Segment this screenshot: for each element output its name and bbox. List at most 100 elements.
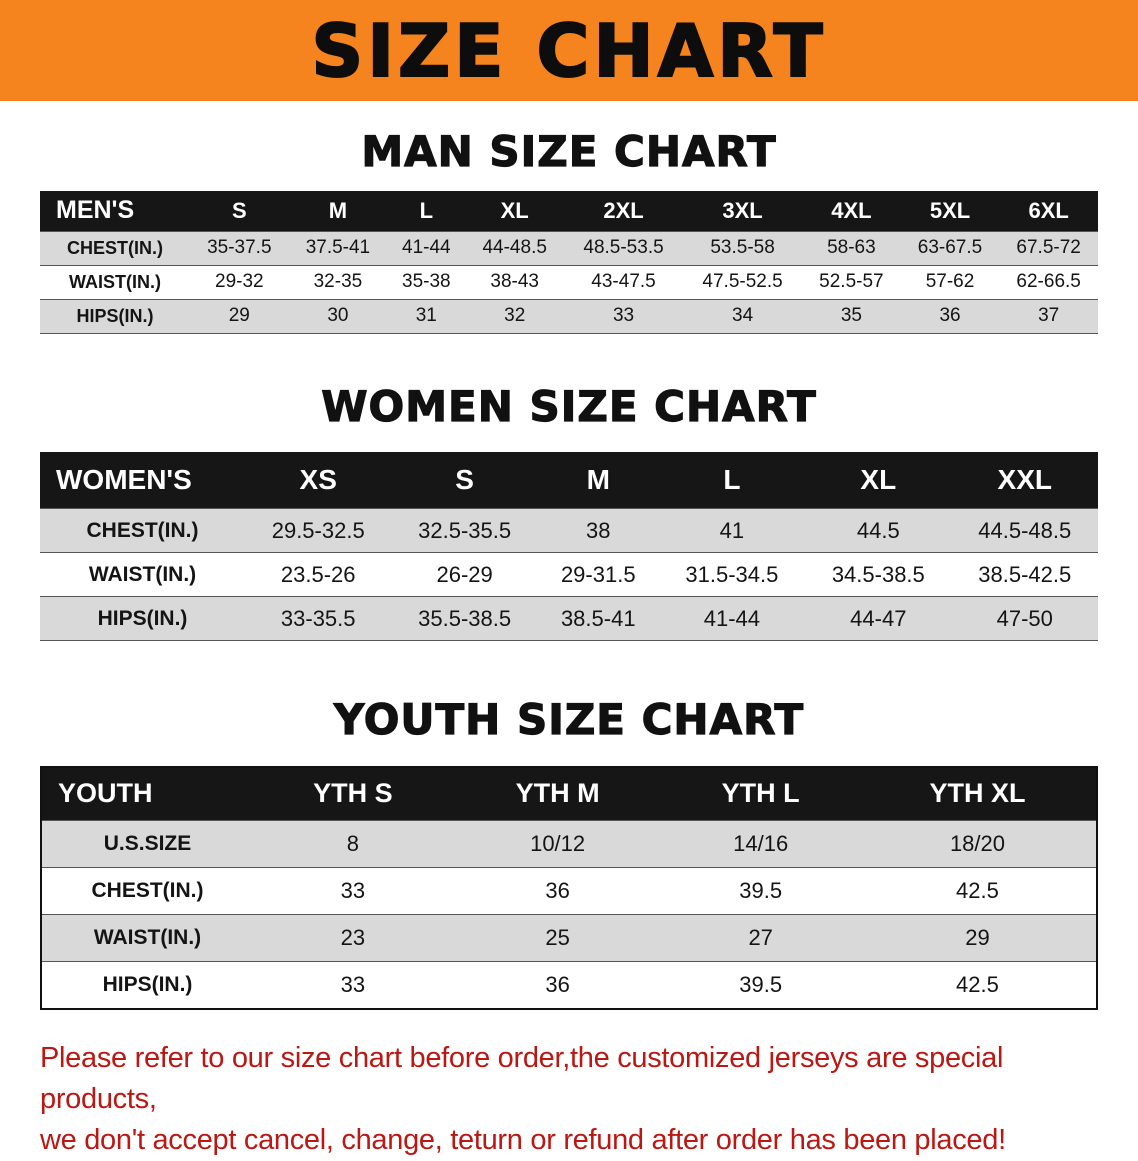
size-cell: 31.5-34.5 <box>685 561 779 587</box>
size-cell: 29 <box>965 925 990 951</box>
size-cell: 29-31.5 <box>560 561 636 587</box>
size-cell: 27 <box>748 925 773 951</box>
row-label: WAIST(IN.) <box>69 271 161 292</box>
size-cell: 31 <box>415 305 437 327</box>
women-size-table: WOMEN'S XS S M L XL XXL CHEST(IN.) 29.5-32.5 32.5… <box>40 451 1098 642</box>
row-label: HIPS(IN.) <box>102 972 193 996</box>
size-cell: 35-38 <box>402 271 451 293</box>
table-row: CHEST(IN.) 33 36 39.5 42.5 <box>41 868 1097 915</box>
size-cell: 36 <box>545 878 570 904</box>
size-cell: 42.5 <box>956 878 999 904</box>
table-corner-label: MEN'S <box>40 191 190 232</box>
column-header: YTH S <box>253 766 453 821</box>
size-cell: 38 <box>586 517 611 543</box>
row-label: CHEST(IN.) <box>91 879 204 903</box>
row-label: WAIST(IN.) <box>88 562 197 586</box>
column-header: L <box>658 451 806 509</box>
size-cell: 36 <box>545 971 570 997</box>
column-header: S <box>190 191 289 232</box>
size-cell: 43-47.5 <box>591 271 656 293</box>
size-cell: 38.5-41 <box>560 605 636 631</box>
youth-section-heading: YOUTH SIZE CHART <box>333 695 805 745</box>
size-cell: 39.5 <box>739 878 783 904</box>
size-cell: 23 <box>340 925 366 951</box>
size-cell: 63-67.5 <box>917 237 983 259</box>
size-cell: 32-35 <box>313 271 363 293</box>
disclaimer-line: Please refer to our size chart before or… <box>40 1041 1004 1115</box>
size-cell: 53.5-58 <box>710 237 775 259</box>
banner-title: SIZE CHART <box>310 8 827 93</box>
size-cell: 18/20 <box>949 831 1005 857</box>
column-header: YTH L <box>662 766 859 821</box>
table-row: WAIST(IN.) 29-32 32-35 35-38 38-43 43-47.5 47.… <box>40 265 1098 300</box>
size-cell: 32 <box>504 305 526 327</box>
column-header: YTH XL <box>858 766 1097 821</box>
column-header: L <box>387 191 466 232</box>
size-cell: 29.5-32.5 <box>271 517 365 543</box>
column-header: XL <box>465 191 564 232</box>
size-cell: 41 <box>719 517 745 543</box>
size-cell: 34.5-38.5 <box>831 561 925 587</box>
row-label: CHEST(IN.) <box>86 518 199 542</box>
disclaimer: Please refer to our size chart before or… <box>40 1038 1098 1161</box>
column-header: 4XL <box>802 191 901 232</box>
table-header-row: MEN'S S M L XL 2XL 3XL 4XL 5XL 6XL <box>40 191 1098 232</box>
size-cell: 35.5-38.5 <box>418 605 512 631</box>
column-header: YTH M <box>452 766 663 821</box>
size-cell: 38-43 <box>490 271 539 293</box>
column-header: 2XL <box>564 191 684 232</box>
size-cell: 57-62 <box>925 271 975 293</box>
women-section-heading: WOMEN SIZE CHART <box>321 381 817 431</box>
youth-size-table: YOUTH YTH S YTH M YTH L YTH XL U.S.SIZE 8 10/12… <box>40 765 1098 1010</box>
size-cell: 33 <box>612 305 635 327</box>
column-header: 3XL <box>683 191 803 232</box>
row-label: U.S.SIZE <box>103 832 192 856</box>
size-cell: 41-44 <box>703 605 761 631</box>
row-label: CHEST(IN.) <box>67 237 163 258</box>
size-cell: 23.5-26 <box>280 561 356 587</box>
table-row: HIPS(IN.) 29 30 31 32 33 34 35 36 37 <box>40 299 1098 334</box>
size-cell: 30 <box>327 305 349 327</box>
column-header: 5XL <box>900 191 1000 232</box>
size-cell: 29 <box>228 305 250 327</box>
table-header-row: YOUTH YTH S YTH M YTH L YTH XL <box>41 766 1097 821</box>
size-cell: 47.5-52.5 <box>702 271 783 293</box>
man-section-heading: MAN SIZE CHART <box>361 127 777 176</box>
table-header-row: WOMEN'S XS S M L XL XXL <box>40 451 1098 509</box>
size-cell: 36 <box>939 305 961 327</box>
size-cell: 26-29 <box>436 561 493 587</box>
size-cell: 14/16 <box>733 831 789 857</box>
column-header: XXL <box>951 451 1098 509</box>
size-cell: 41-44 <box>402 237 451 259</box>
size-cell: 47-50 <box>996 605 1053 631</box>
table-row: CHEST(IN.) 35-37.5 37.5-41 41-44 44-48.5 48.5… <box>40 231 1098 266</box>
size-cell: 39.5 <box>739 971 783 997</box>
size-chart-banner: SIZE CHART <box>0 0 1138 101</box>
table-row: WAIST(IN.) 23.5-26 26-29 29-31.5 31.5-34.5 34… <box>40 553 1098 597</box>
size-cell: 67.5-72 <box>1016 237 1081 259</box>
column-header: M <box>288 191 388 232</box>
size-cell: 42.5 <box>956 971 999 997</box>
size-cell: 37 <box>1038 305 1060 327</box>
size-cell: 33-35.5 <box>280 605 356 631</box>
row-label: HIPS(IN.) <box>97 606 188 630</box>
table-row: HIPS(IN.) 33-35.5 35.5-38.5 38.5-41 41-44 44-… <box>40 596 1098 641</box>
column-header: 6XL <box>999 191 1098 232</box>
disclaimer-line: we don't accept cancel, change, teturn o… <box>40 1123 1006 1156</box>
size-cell: 8 <box>346 831 360 857</box>
size-cell: 44.5 <box>856 517 900 543</box>
size-cell: 35-37.5 <box>207 237 272 259</box>
table-corner-label: WOMEN'S <box>40 451 245 509</box>
size-cell: 48.5-53.5 <box>583 237 664 259</box>
size-cell: 38.5-42.5 <box>978 561 1072 587</box>
table-row: U.S.SIZE 8 10/12 14/16 18/20 <box>41 820 1097 868</box>
size-cell: 35 <box>840 305 862 327</box>
size-cell: 52.5-57 <box>819 271 884 293</box>
size-cell: 44-48.5 <box>482 237 547 259</box>
row-label: HIPS(IN.) <box>76 305 154 326</box>
men-size-table: MEN'S S M L XL 2XL 3XL 4XL 5XL 6XL CHEST(IN.) 35-37… <box>40 191 1098 334</box>
size-cell: 34 <box>732 305 754 327</box>
size-cell: 33 <box>340 878 366 904</box>
column-header: M <box>537 451 659 509</box>
table-row: WAIST(IN.) 23 25 27 29 <box>41 914 1097 962</box>
